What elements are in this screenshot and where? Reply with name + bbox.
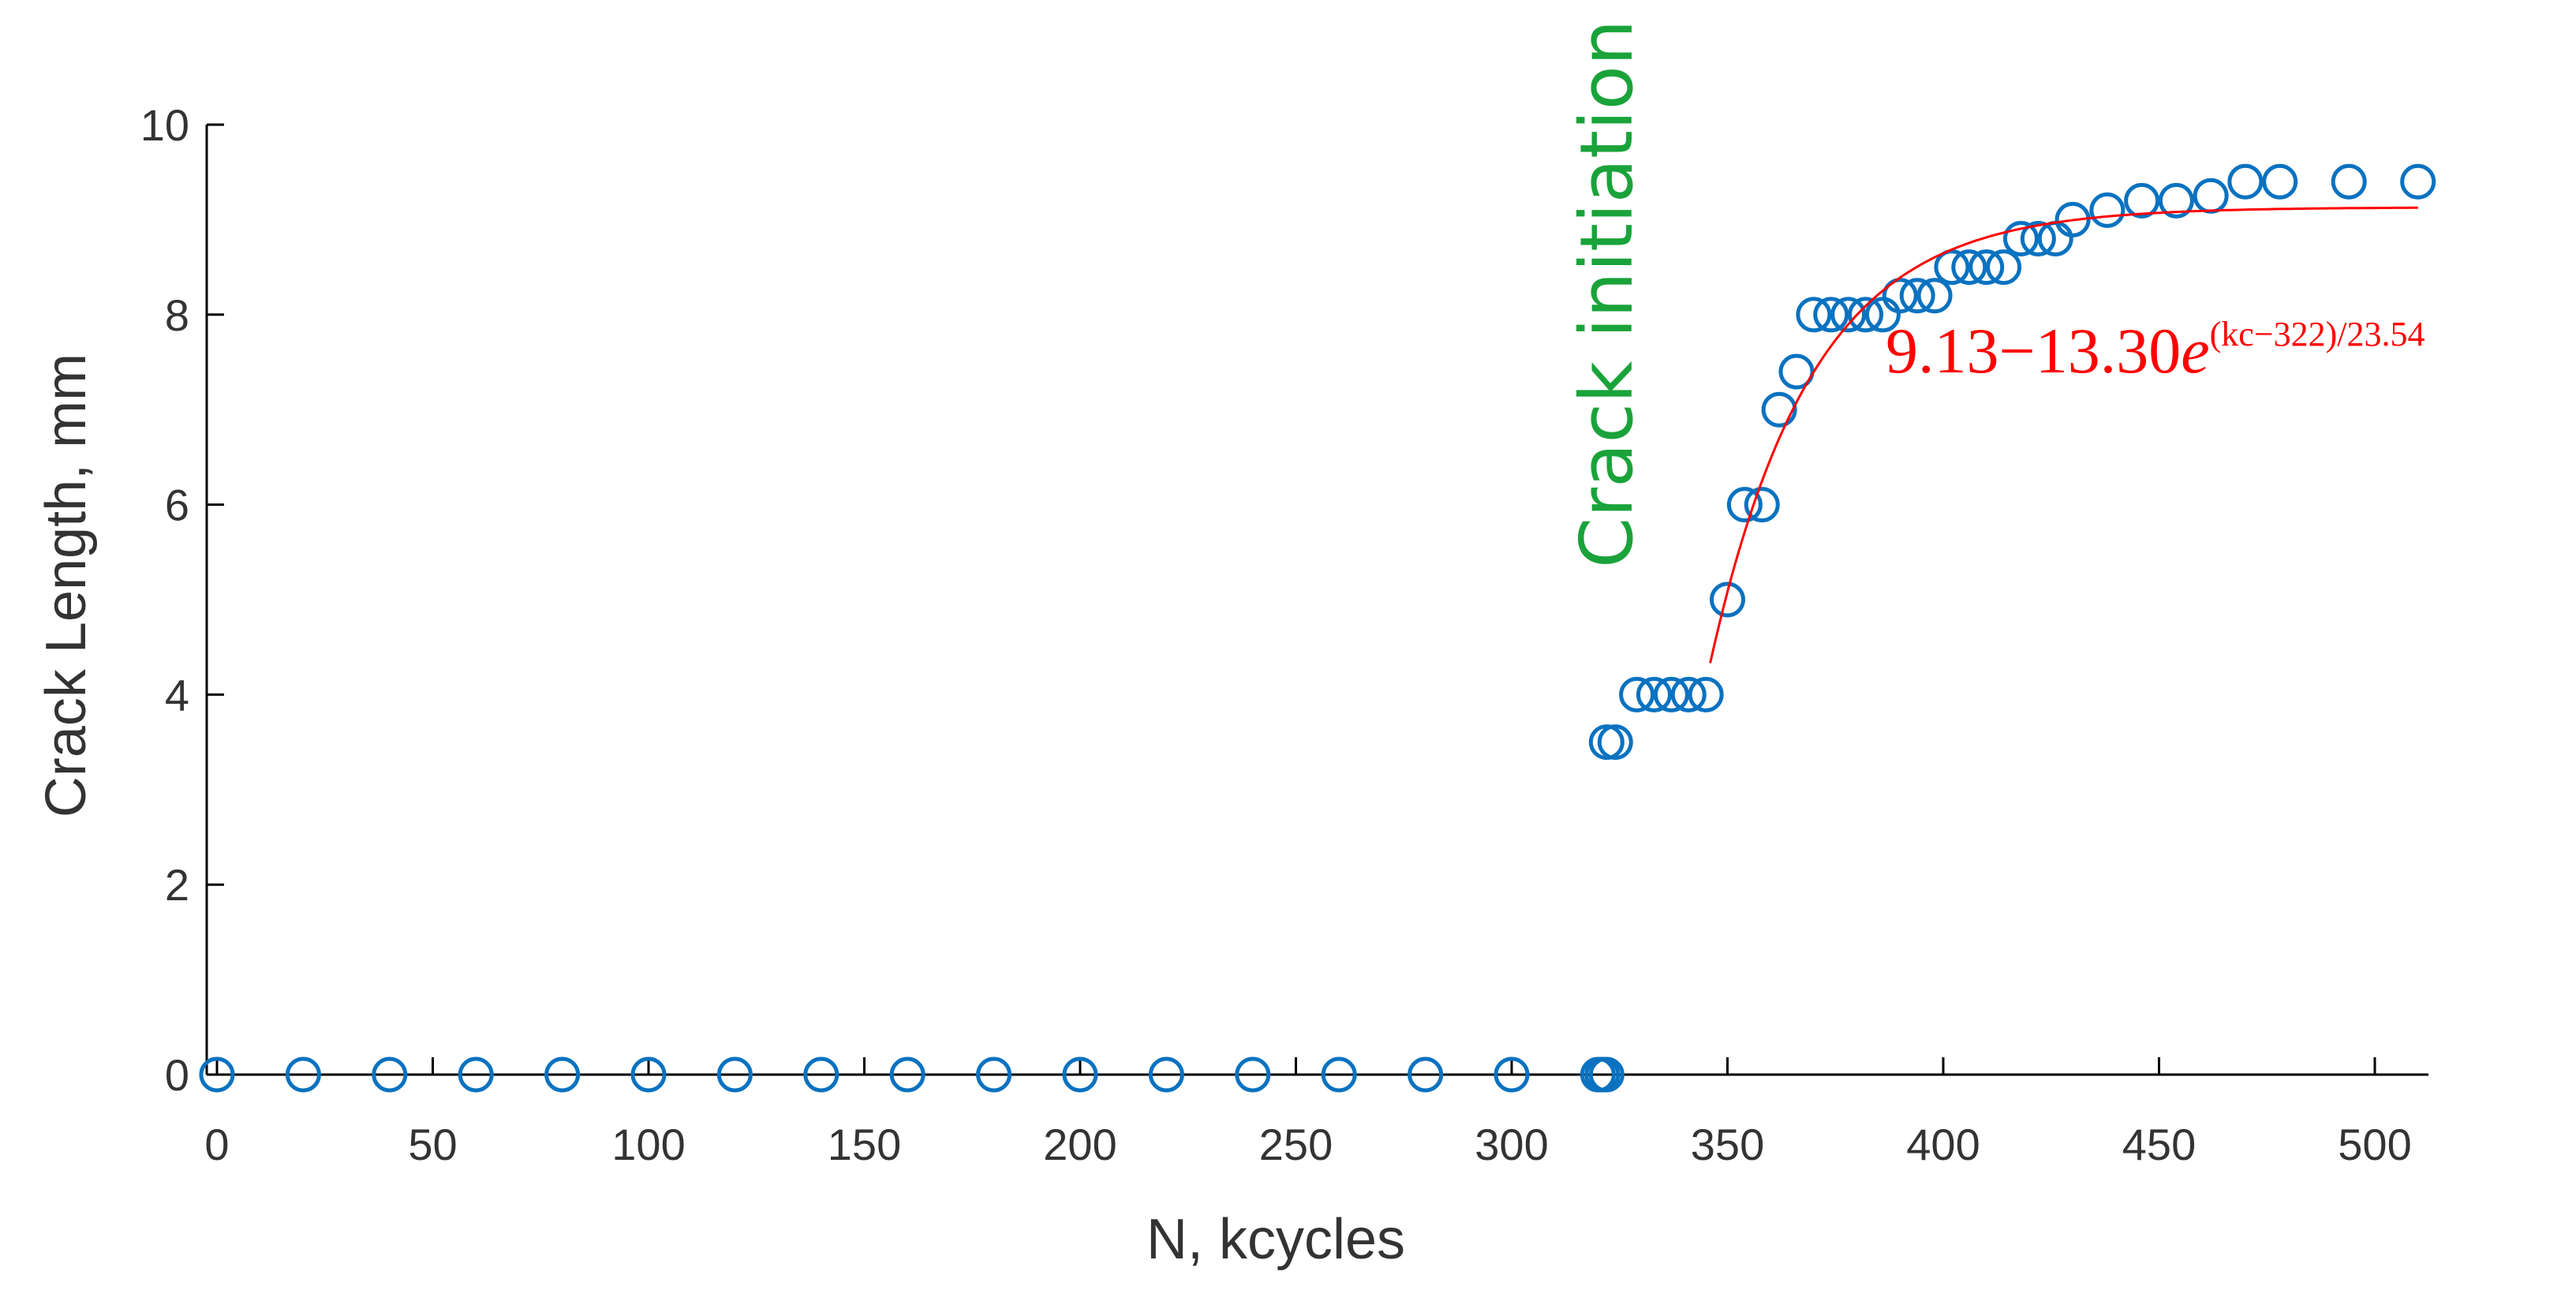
data-point: [1597, 724, 1633, 761]
data-point: [630, 1056, 667, 1093]
x-tick-label: 450: [2122, 1120, 2196, 1169]
data-point: [1830, 297, 1867, 333]
fit-equation-exponent: (kc−322)/23.54: [2210, 315, 2425, 353]
y-tick-label: 8: [165, 290, 189, 340]
data-point: [1848, 297, 1884, 333]
axes: 0 50 100 150 200 250 300 350 400 450 500 0 2 4 6 8 10: [140, 100, 2428, 1169]
data-point: [544, 1056, 581, 1093]
data-point: [1744, 487, 1780, 523]
data-point: [1951, 249, 1987, 286]
data-point: [1986, 249, 2022, 286]
crack-initiation-label: Crack initiation: [1565, 20, 1649, 568]
data-point: [2089, 192, 2125, 228]
data-point: [1778, 353, 1815, 390]
data-point: [2020, 220, 2056, 256]
data-point: [716, 1056, 753, 1093]
x-tick-label: 500: [2338, 1120, 2411, 1169]
x-tick-label: 200: [1043, 1120, 1116, 1169]
x-tick-label: 250: [1259, 1120, 1333, 1169]
data-point: [1726, 487, 1763, 523]
data-point: [285, 1056, 321, 1093]
x-tick-label: 50: [408, 1120, 457, 1169]
data-point: [1670, 676, 1707, 712]
y-tick-label: 10: [140, 100, 189, 150]
data-point: [1636, 676, 1673, 712]
data-point: [1761, 391, 1797, 428]
data-point: [1408, 1056, 1444, 1093]
data-point: [2227, 163, 2264, 200]
x-tick-label: 350: [1691, 1120, 1764, 1169]
data-point: [1916, 278, 1953, 314]
data-point: [1934, 249, 1970, 286]
fit-equation: 9.13−13.30e(kc−322)/23.54: [1886, 315, 2425, 387]
data-point: [1710, 581, 1745, 618]
data-point: [2400, 163, 2436, 200]
x-tick-label: 150: [828, 1120, 901, 1169]
data-point: [2054, 201, 2091, 237]
data-point: [2193, 178, 2229, 214]
data-markers: [199, 163, 2436, 1093]
data-point: [2331, 163, 2367, 200]
fit-curve: [1709, 206, 2418, 664]
data-point: [1588, 1056, 1624, 1093]
data-point: [199, 1056, 235, 1093]
data-point: [1882, 278, 1918, 314]
data-point: [803, 1056, 839, 1093]
data-point: [1321, 1056, 1357, 1093]
fit-equation-e: e: [2181, 315, 2209, 387]
data-point: [1796, 297, 1832, 333]
data-point: [2262, 163, 2298, 200]
fit-equation-base: 9.13−13.30: [1886, 315, 2181, 387]
data-point: [2124, 182, 2160, 219]
data-point: [1619, 676, 1655, 712]
y-tick-label: 6: [165, 480, 189, 530]
data-point: [458, 1056, 494, 1093]
data-point: [1968, 249, 2005, 286]
data-point: [1899, 278, 1935, 314]
data-point: [1688, 676, 1724, 712]
data-point: [1062, 1056, 1098, 1093]
y-tick-label: 2: [165, 860, 189, 910]
y-tick-label: 4: [165, 670, 189, 720]
x-tick-label: 400: [1906, 1120, 1980, 1169]
data-point: [2158, 182, 2194, 219]
data-point: [2002, 220, 2039, 256]
x-tick-label: 300: [1475, 1120, 1548, 1169]
data-point: [889, 1056, 925, 1093]
x-axis-label: N, kcycles: [1146, 1208, 1405, 1271]
data-point: [1148, 1056, 1184, 1093]
data-point: [1494, 1056, 1530, 1093]
y-axis-label: Crack Length, mm: [35, 353, 98, 817]
x-tick-label: 0: [204, 1120, 229, 1169]
data-point: [1588, 724, 1624, 761]
y-tick-label: 0: [165, 1050, 189, 1100]
data-point: [372, 1056, 408, 1093]
data-point: [1813, 297, 1849, 333]
data-point: [1235, 1056, 1271, 1093]
data-point: [1653, 676, 1689, 712]
x-tick-label: 100: [611, 1120, 685, 1169]
data-point: [976, 1056, 1012, 1093]
